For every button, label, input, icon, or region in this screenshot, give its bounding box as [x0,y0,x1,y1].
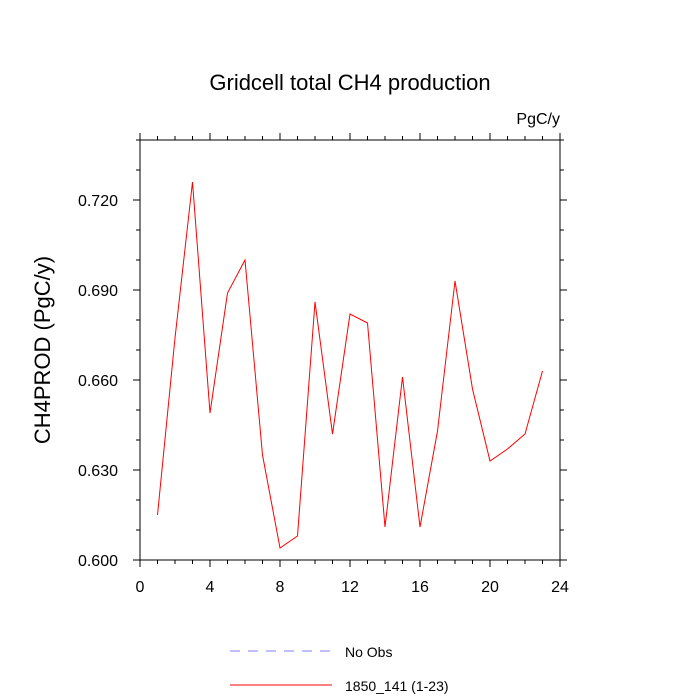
y-tick-label: 0.690 [78,283,118,300]
plot-frame [139,139,561,561]
x-tick-label: 0 [136,579,145,596]
x-tick-label: 16 [411,579,429,596]
series-lines [157,181,543,549]
chart-title: Gridcell total CH4 production [209,70,490,95]
x-tick-label: 24 [551,579,569,596]
axis-ticks [133,133,567,567]
y-tick-label: 0.600 [78,553,118,570]
x-tick-label: 12 [341,579,359,596]
y-tick-label: 0.630 [78,463,118,480]
x-tick-label: 8 [276,579,285,596]
axis-tick-labels: 0 4 8 12 16 20 24 0.600 0.630 0.660 0.690 0.720 [78,193,569,596]
x-tick-label: 20 [481,579,499,596]
units-label: PgC/y [516,111,560,128]
legend-label-0: No Obs [345,644,392,660]
y-tick-label: 0.660 [78,373,118,390]
series-line-1 [157,181,543,549]
legend-label-1: 1850_141 (1-23) [345,678,449,694]
y-axis-label: CH4PROD (PgC/y) [30,256,55,444]
legend: No Obs 1850_141 (1-23) [230,644,449,694]
x-tick-label: 4 [206,579,215,596]
y-tick-label: 0.720 [78,193,118,210]
